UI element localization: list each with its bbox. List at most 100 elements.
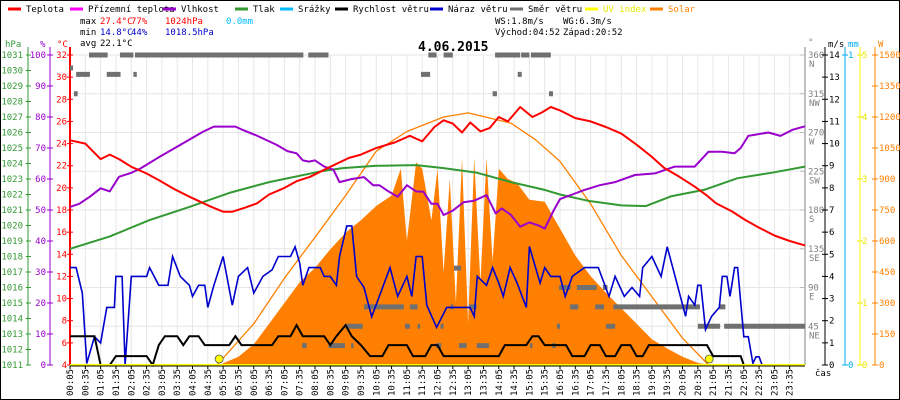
stat-text: 77% [131, 17, 148, 27]
wind-direction-mark [697, 323, 721, 329]
pressure-tick-label: 1029 [1, 82, 23, 92]
pressure-tick-label: 1023 [1, 175, 23, 185]
humidity-tick-label: 60 [35, 175, 46, 185]
stat-text: WG:6.3m/s [563, 17, 612, 27]
legend-item-label: UV index [603, 5, 647, 15]
wind-direction-mark [530, 52, 551, 58]
solar-area [219, 158, 710, 365]
pressure-tick-label: 1030 [1, 67, 23, 77]
pressure-tick-label: 1013 [1, 330, 23, 340]
legend-item-label: Směr větru [528, 5, 582, 15]
wind-direction-mark [492, 91, 497, 97]
wind-direction-mark [409, 304, 418, 310]
wind-tick-label: 10 [829, 140, 840, 150]
x-tick-label: 19:35 [663, 369, 673, 396]
temperature-tick-label: 30 [56, 73, 67, 83]
legend-item-label: Tlak [253, 5, 275, 15]
sunset-marker [704, 354, 714, 364]
x-tick-label: 11:05 [403, 369, 413, 396]
x-tick-label: 21:35 [724, 369, 734, 396]
legend-item-label: Náraz větru [448, 5, 508, 15]
wind-tick-label: 13 [829, 73, 840, 83]
temperature-tick-label: 18 [56, 206, 67, 216]
stat-text: 14.8°C [100, 28, 133, 38]
x-tick-label: 00:05 [66, 369, 76, 396]
direction-tick-label: 180 [808, 206, 824, 216]
x-tick-label: 20:05 [679, 369, 689, 396]
series-tlak [69, 164, 806, 250]
direction-compass-label: E [809, 293, 814, 303]
solar-tick-label: 900 [879, 175, 895, 185]
stat-text: avg [80, 39, 96, 49]
x-tick-label: 22:35 [755, 369, 765, 396]
temperature-tick-label: 32 [56, 51, 67, 61]
wind-axis-title: m/s [828, 40, 844, 50]
wind-tick-label: 8 [829, 184, 834, 194]
wind-direction-mark [76, 71, 90, 77]
wind-tick-label: 4 [829, 272, 834, 282]
wind-tick-label: 1 [829, 339, 834, 349]
solar-tick-label: 0 [879, 361, 884, 371]
uv-tick-label: 5 [862, 51, 867, 61]
wind-direction-mark [570, 304, 579, 310]
wind-direction-mark [440, 323, 444, 329]
humidity-tick-label: 40 [35, 237, 46, 247]
x-tick-label: 14:05 [495, 369, 505, 396]
wind-direction-mark [345, 323, 363, 329]
pressure-tick-label: 1011 [1, 361, 23, 371]
wind-direction-mark [559, 285, 571, 290]
direction-compass-label: SE [809, 254, 820, 264]
series-teplota [69, 106, 806, 247]
humidity-tick-label: 30 [35, 268, 46, 278]
x-tick-label: 17:05 [587, 369, 597, 396]
x-tick-label: 19:05 [648, 369, 658, 396]
x-tick-label: 16:35 [571, 369, 581, 396]
pressure-tick-label: 1014 [1, 315, 23, 325]
wind-direction-mark [351, 343, 354, 349]
legend-item-label: Přízemní teplota [88, 5, 175, 15]
wind-tick-label: 12 [829, 95, 840, 105]
wind-direction-mark [576, 285, 597, 290]
stat-text: max [80, 17, 97, 27]
pressure-tick-label: 1024 [1, 160, 23, 170]
x-tick-label: 04:05 [189, 369, 199, 396]
series-wind-gust [70, 225, 805, 367]
pressure-tick-label: 1015 [1, 299, 23, 309]
x-tick-label: 03:05 [158, 369, 168, 396]
wind-direction-mark [548, 91, 553, 97]
x-tick-label: 09:05 [342, 369, 352, 396]
temperature-tick-label: 10 [56, 295, 67, 305]
x-tick-label: 04:35 [204, 369, 214, 396]
legend-item-label: Solar [668, 5, 696, 15]
temperature-tick-label: 12 [56, 272, 67, 282]
wind-direction-mark [133, 71, 137, 77]
humidity-tick-label: 20 [35, 299, 46, 309]
direction-compass-label: N [809, 60, 814, 70]
x-tick-label: 18:35 [633, 369, 643, 396]
pressure-tick-label: 1016 [1, 284, 23, 294]
x-tick-label: 15:35 [541, 369, 551, 396]
solar-tick-label: 1200 [879, 113, 900, 123]
x-tick-label: 18:05 [617, 369, 627, 396]
temperature-tick-label: 6 [62, 339, 67, 349]
x-tick-label: 00:35 [81, 369, 91, 396]
pressure-tick-label: 1018 [1, 253, 23, 263]
direction-tick-label: 270 [808, 129, 824, 139]
pressure-tick-label: 1022 [1, 191, 23, 201]
wind-direction-mark [364, 304, 404, 310]
x-tick-label: 23:05 [770, 369, 780, 396]
wind-direction-mark [420, 71, 431, 77]
x-axis-title: čas [815, 368, 831, 379]
pressure-tick-label: 1025 [1, 144, 23, 154]
wind-direction-mark [517, 71, 522, 77]
x-tick-label: 07:35 [296, 369, 306, 396]
direction-compass-label: SW [809, 176, 820, 186]
solar-axis-title: W [878, 40, 884, 50]
chart-title: 4.06.2015 [418, 40, 488, 55]
solar-tick-label: 1500 [879, 51, 900, 61]
series-solar-max [216, 112, 709, 366]
x-tick-label: 10:05 [372, 369, 382, 396]
wind-direction-mark [724, 323, 805, 329]
x-tick-label: 10:35 [388, 369, 398, 396]
stat-text: 0.0mm [226, 17, 253, 27]
